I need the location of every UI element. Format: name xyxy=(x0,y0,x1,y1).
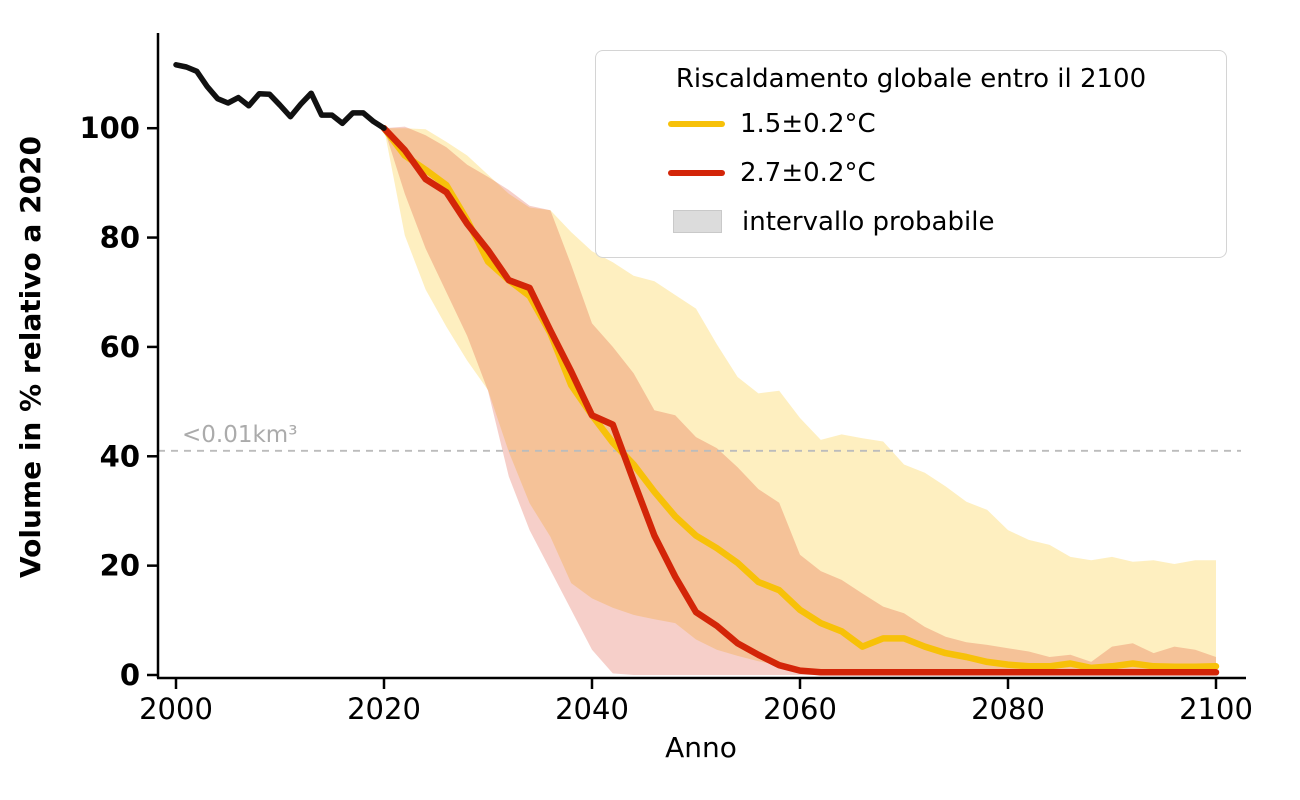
y-tick-label: 40 xyxy=(100,439,140,473)
uncertainty-bands xyxy=(384,126,1216,676)
legend-item-2-7c: 2.7±0.2°C xyxy=(596,148,1226,197)
y-axis-title: Volume in % relativo a 2020 xyxy=(14,136,47,578)
x-tick-label: 2020 xyxy=(347,692,421,726)
band-1-5c xyxy=(384,128,1216,670)
legend-swatch-red-line xyxy=(668,169,725,176)
legend-box: Riscaldamento globale entro il 2100 1.5±… xyxy=(595,50,1227,258)
x-tick-label: 2100 xyxy=(1179,692,1253,726)
series-lines xyxy=(173,62,1220,676)
legend-label-2-7c: 2.7±0.2°C xyxy=(740,157,876,188)
y-tick-label: 20 xyxy=(100,549,140,583)
series-line-1-5c xyxy=(380,124,1220,672)
band-2-7c xyxy=(384,126,1216,676)
series-line-2-7c xyxy=(380,124,1220,676)
legend-label-1-5c: 1.5±0.2°C xyxy=(740,108,876,139)
y-tick-label: 0 xyxy=(120,658,140,692)
x-tick-label: 2080 xyxy=(971,692,1045,726)
x-axis-title: Anno xyxy=(665,731,737,764)
threshold-annotation: <0.01km³ xyxy=(182,422,297,448)
legend-title: Riscaldamento globale entro il 2100 xyxy=(675,64,1147,94)
historical-line xyxy=(173,62,387,131)
y-tick-label: 100 xyxy=(79,111,140,145)
threshold-line-group: <0.01km³ xyxy=(158,422,1241,452)
x-tick-group: 2000 2020 2040 2060 2080 2100 xyxy=(139,678,1253,726)
legend-swatch-range-patch xyxy=(673,210,722,233)
legend-item-1-5c: 1.5±0.2°C xyxy=(596,99,1226,148)
legend-label-likely-range: intervallo probabile xyxy=(742,206,995,237)
x-tick-label: 2040 xyxy=(555,692,629,726)
y-tick-label: 60 xyxy=(100,330,140,364)
x-tick-label: 2000 xyxy=(139,692,213,726)
x-tick-label: 2060 xyxy=(763,692,837,726)
y-tick-group: 0 20 40 60 80 100 xyxy=(79,111,158,692)
legend-item-likely-range: intervallo probabile xyxy=(596,197,1226,246)
legend-swatch-yellow-line xyxy=(668,120,725,127)
y-tick-label: 80 xyxy=(100,221,140,255)
